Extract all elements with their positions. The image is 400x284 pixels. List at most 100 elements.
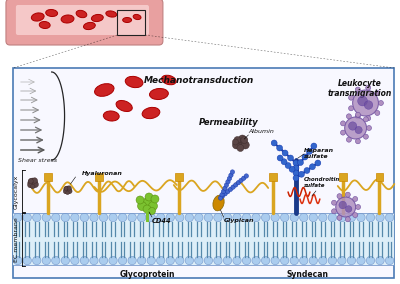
Circle shape [345,192,350,197]
Circle shape [366,126,372,131]
Circle shape [241,137,248,143]
Circle shape [356,112,360,117]
Circle shape [336,197,356,217]
Circle shape [99,256,108,265]
Circle shape [118,256,127,265]
Circle shape [30,184,35,189]
Text: Glycoprotein: Glycoprotein [119,270,175,279]
Circle shape [239,178,243,183]
Circle shape [290,256,298,265]
Circle shape [293,175,299,181]
Circle shape [166,213,174,222]
Circle shape [345,217,350,222]
Circle shape [226,189,230,194]
Circle shape [337,194,342,199]
Ellipse shape [31,13,44,21]
Circle shape [332,209,336,214]
Circle shape [229,173,233,178]
Circle shape [282,150,288,156]
Circle shape [138,213,146,222]
Circle shape [288,155,294,161]
Circle shape [28,182,33,188]
Circle shape [109,256,117,265]
Circle shape [293,160,299,166]
Ellipse shape [123,18,132,22]
Text: Chondroitin
sulfate: Chondroitin sulfate [304,177,340,188]
Circle shape [118,213,127,222]
Ellipse shape [125,76,143,88]
Ellipse shape [106,11,117,17]
Circle shape [281,159,287,165]
Circle shape [310,164,315,170]
Text: EC membrane: EC membrane [14,218,19,262]
Ellipse shape [133,14,141,20]
Circle shape [147,213,155,222]
Circle shape [67,189,72,194]
Circle shape [226,179,230,184]
Circle shape [280,256,289,265]
Circle shape [227,176,232,181]
Circle shape [378,101,384,105]
Circle shape [348,95,354,100]
Ellipse shape [39,22,50,28]
Circle shape [80,213,89,222]
Circle shape [23,213,31,222]
Circle shape [309,256,318,265]
Circle shape [348,106,354,111]
Circle shape [218,196,223,200]
Circle shape [363,134,368,139]
Circle shape [328,213,336,222]
Circle shape [28,178,38,188]
Circle shape [204,256,212,265]
Text: Permeability: Permeability [198,118,258,127]
Circle shape [356,139,360,144]
Circle shape [64,186,68,190]
Circle shape [346,114,351,119]
Circle shape [271,256,279,265]
Circle shape [356,204,360,210]
Circle shape [228,187,233,191]
Circle shape [80,256,89,265]
Circle shape [319,213,327,222]
Text: Albumin: Albumin [248,129,274,134]
Circle shape [289,166,295,172]
Circle shape [138,256,146,265]
Circle shape [293,170,299,176]
Circle shape [277,145,282,151]
Circle shape [156,213,165,222]
Circle shape [271,213,279,222]
Circle shape [90,213,98,222]
Circle shape [353,197,358,201]
Circle shape [99,213,108,222]
Circle shape [234,137,241,143]
Circle shape [319,256,327,265]
Circle shape [237,145,244,151]
Circle shape [358,96,368,106]
Circle shape [366,213,375,222]
Circle shape [214,213,222,222]
Circle shape [244,174,248,178]
Ellipse shape [162,75,176,85]
Text: Mechanotransduction: Mechanotransduction [144,76,254,85]
Circle shape [363,117,368,122]
Circle shape [195,213,203,222]
Circle shape [233,213,241,222]
Ellipse shape [142,107,160,119]
Circle shape [386,256,394,265]
Circle shape [285,162,291,168]
Circle shape [364,101,373,109]
Circle shape [302,154,308,160]
Circle shape [306,149,312,154]
Circle shape [347,256,356,265]
Circle shape [238,135,246,143]
Ellipse shape [84,22,95,30]
Circle shape [236,180,240,185]
Circle shape [357,213,365,222]
Circle shape [143,205,151,213]
Circle shape [298,171,304,177]
Text: Syndecan: Syndecan [287,270,329,279]
Circle shape [232,139,238,145]
Circle shape [32,181,38,187]
Circle shape [290,213,298,222]
Circle shape [223,256,232,265]
